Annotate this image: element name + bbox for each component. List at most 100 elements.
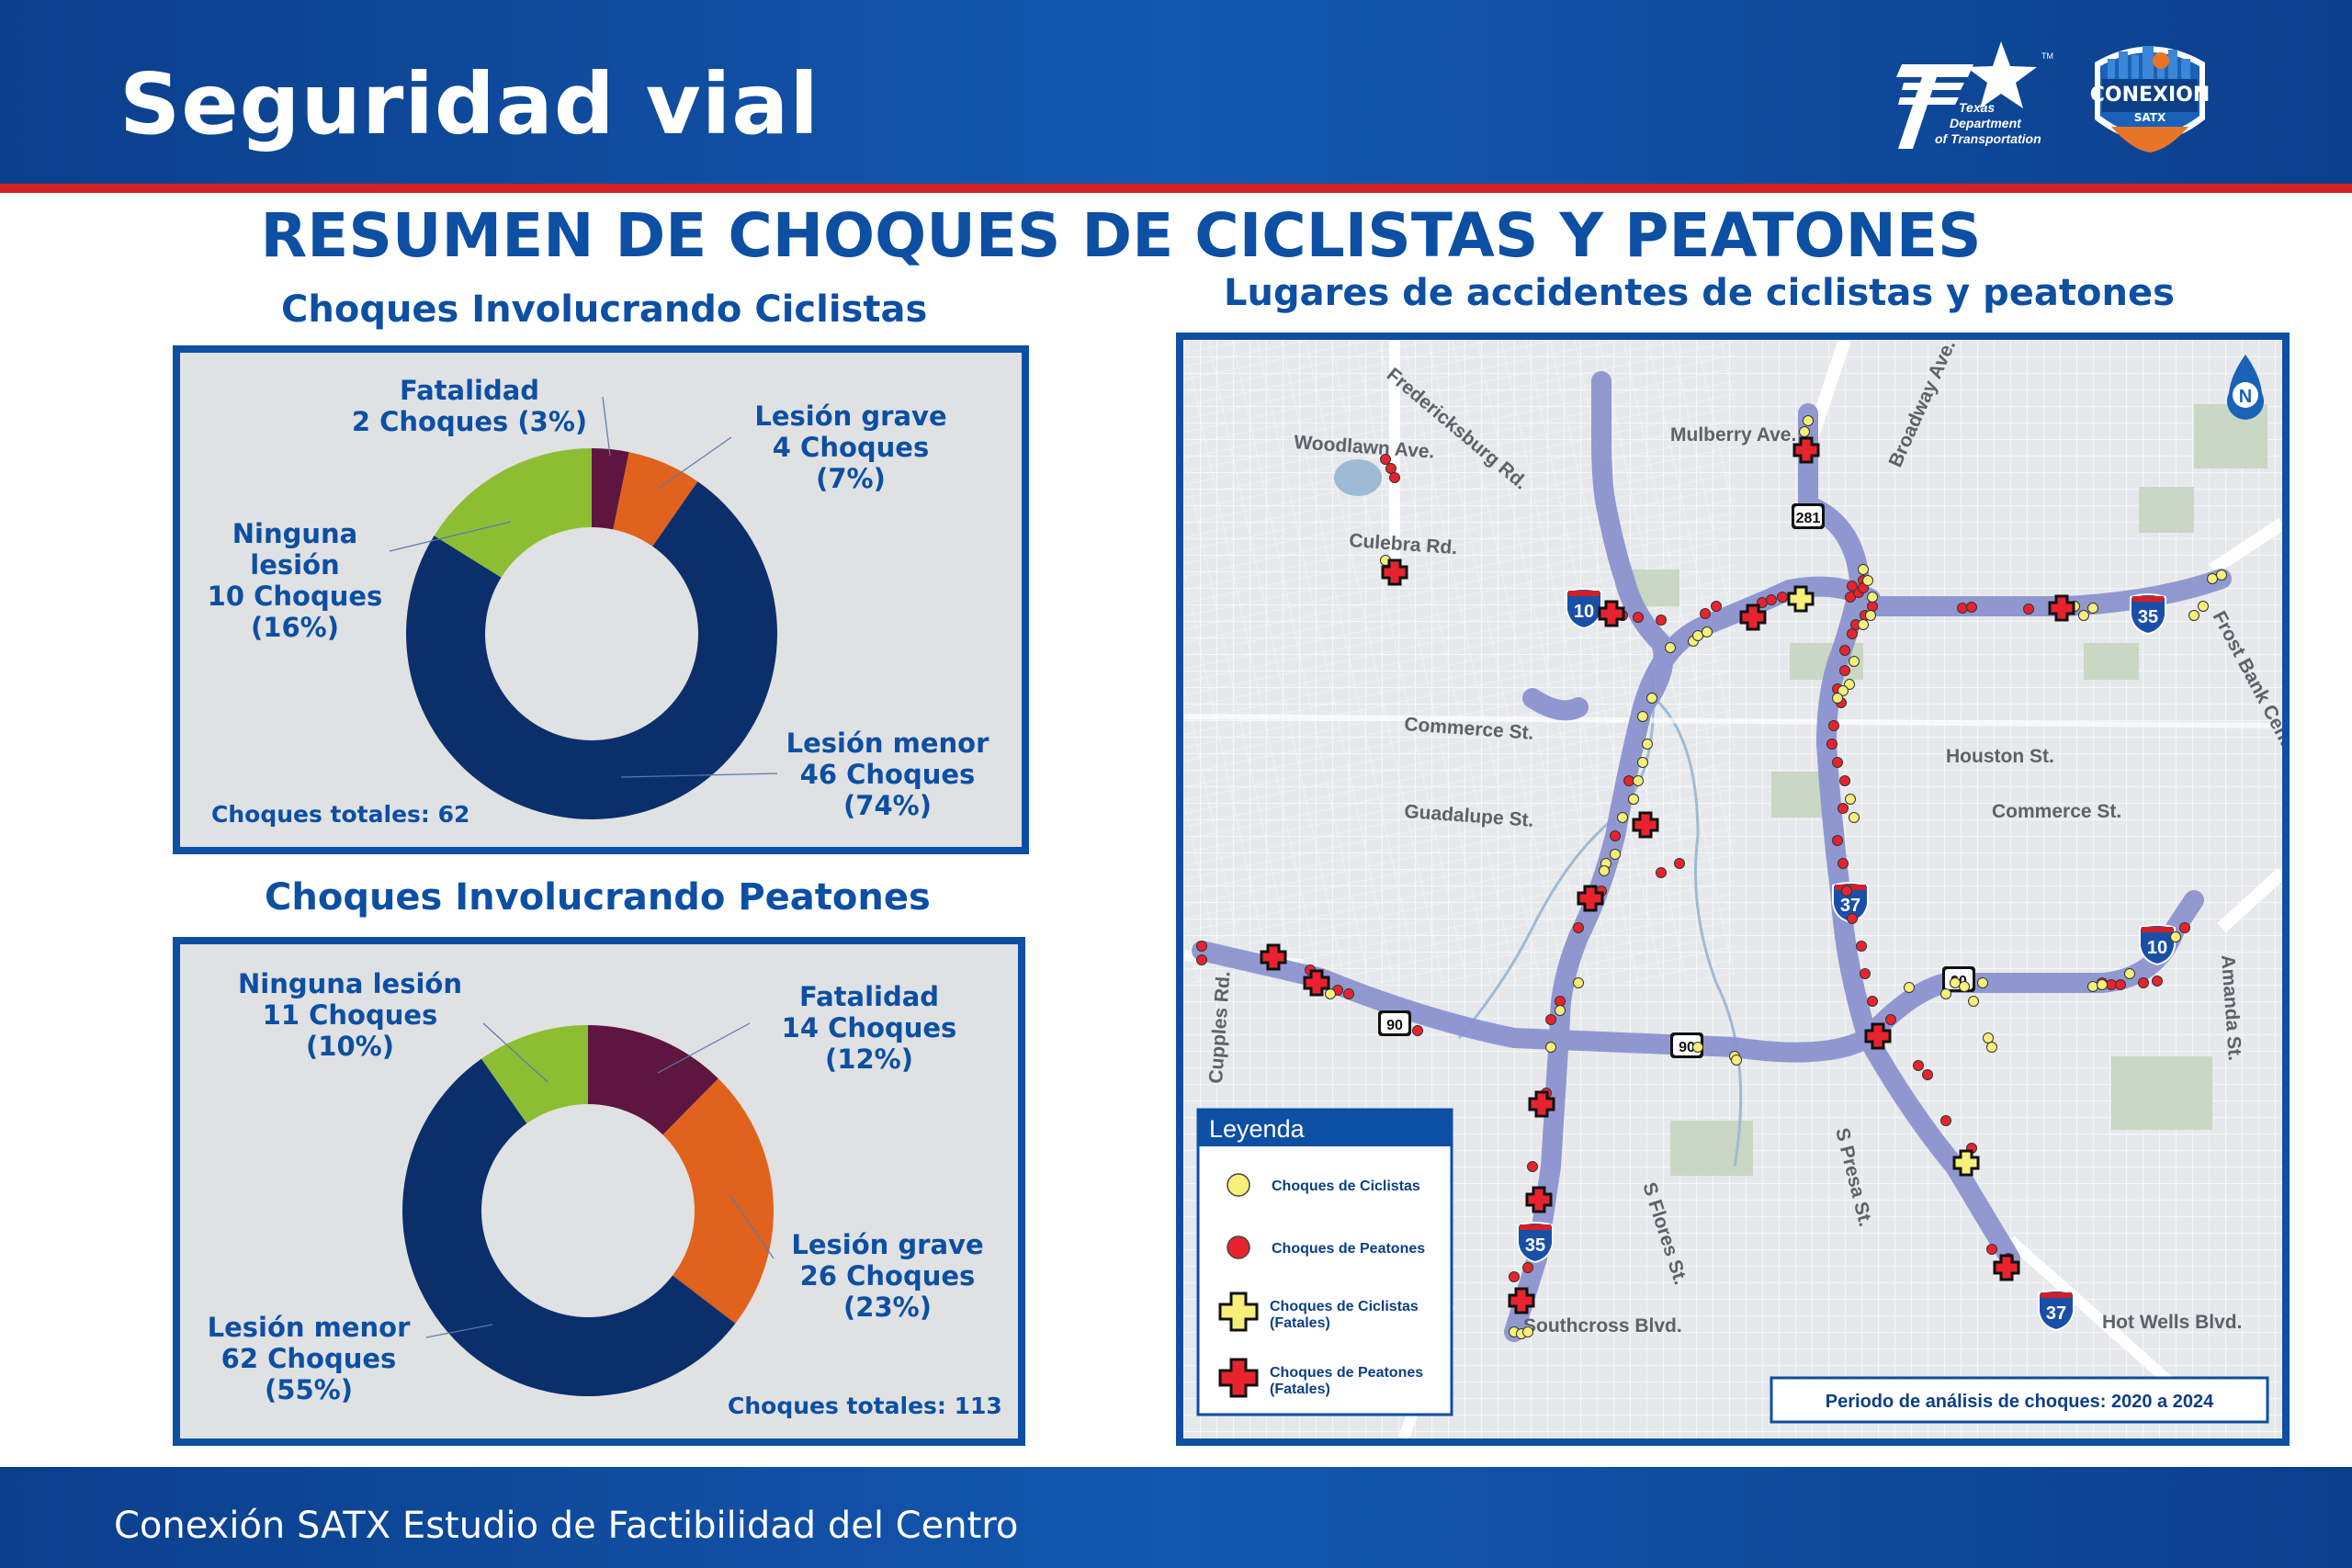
- cyclist-crash-marker[interactable]: [2124, 968, 2135, 979]
- pedestrian-fatal-marker[interactable]: [1598, 600, 1625, 627]
- pedestrian-fatal-marker[interactable]: [1577, 885, 1604, 912]
- pedestrian-fatal-marker[interactable]: [1632, 811, 1659, 839]
- cyclist-crash-marker[interactable]: [1959, 981, 1970, 992]
- pedestrian-crash-marker[interactable]: [1847, 628, 1858, 639]
- pedestrian-crash-marker[interactable]: [1966, 602, 1977, 613]
- cyclist-fatal-marker[interactable]: [1787, 585, 1815, 613]
- pedestrian-crash-marker[interactable]: [1957, 603, 1968, 614]
- pedestrian-crash-marker[interactable]: [1674, 858, 1685, 869]
- cyclist-crash-marker[interactable]: [2078, 610, 2089, 621]
- pedestrian-crash-marker[interactable]: [1867, 996, 1878, 1007]
- pedestrian-crash-marker[interactable]: [1610, 830, 1621, 841]
- pedestrian-crash-marker[interactable]: [1389, 472, 1400, 483]
- pedestrian-crash-marker[interactable]: [1841, 886, 1852, 897]
- cyclist-crash-marker[interactable]: [1599, 865, 1610, 876]
- pedestrian-crash-marker[interactable]: [1573, 922, 1584, 933]
- pedestrian-crash-marker[interactable]: [2106, 979, 2117, 990]
- cyclist-fatal-marker[interactable]: [1952, 1149, 1980, 1177]
- cyclist-crash-marker[interactable]: [1692, 630, 1703, 641]
- cyclist-crash-marker[interactable]: [2097, 979, 2108, 990]
- pedestrian-crash-marker[interactable]: [1839, 645, 1850, 656]
- cyclist-crash-marker[interactable]: [1692, 1042, 1703, 1053]
- crash-map[interactable]: Fredericksburg Rd. Woodlawn Ave. Mulberr…: [1176, 333, 2290, 1446]
- cyclist-crash-marker[interactable]: [1799, 426, 1810, 437]
- cyclist-crash-marker[interactable]: [2198, 601, 2209, 612]
- cyclist-crash-marker[interactable]: [1642, 739, 1653, 750]
- cyclist-crash-marker[interactable]: [1983, 1032, 1994, 1043]
- pedestrian-crash-marker[interactable]: [1766, 594, 1777, 605]
- cyclist-crash-marker[interactable]: [1637, 757, 1648, 768]
- map-canvas[interactable]: Fredericksburg Rd. Woodlawn Ave. Mulberr…: [1183, 340, 2282, 1438]
- cyclist-crash-marker[interactable]: [1838, 685, 1849, 696]
- pedestrian-crash-marker[interactable]: [1555, 996, 1566, 1007]
- pedestrian-crash-marker[interactable]: [1343, 988, 1354, 999]
- pedestrian-crash-marker[interactable]: [2115, 979, 2126, 990]
- cyclist-crash-marker[interactable]: [2216, 570, 2227, 581]
- cyclist-crash-marker[interactable]: [1940, 988, 1951, 999]
- cyclist-crash-marker[interactable]: [1858, 619, 1869, 630]
- pedestrian-crash-marker[interactable]: [1845, 592, 1856, 603]
- cyclist-crash-marker[interactable]: [1573, 977, 1584, 988]
- pedestrian-crash-marker[interactable]: [1633, 612, 1644, 623]
- pedestrian-fatal-marker[interactable]: [1739, 604, 1767, 631]
- pedestrian-crash-marker[interactable]: [1839, 665, 1850, 676]
- pedestrian-crash-marker[interactable]: [1545, 1014, 1556, 1025]
- pedestrian-crash-marker[interactable]: [1940, 1115, 1951, 1126]
- pedestrian-crash-marker[interactable]: [1711, 601, 1722, 612]
- pedestrian-crash-marker[interactable]: [1385, 463, 1396, 474]
- cyclist-crash-marker[interactable]: [1904, 982, 1915, 993]
- cyclist-crash-marker[interactable]: [1849, 656, 1860, 667]
- cyclist-crash-marker[interactable]: [1867, 592, 1878, 603]
- cyclist-crash-marker[interactable]: [1628, 794, 1639, 805]
- pedestrian-crash-marker[interactable]: [1656, 867, 1667, 878]
- pedestrian-fatal-marker[interactable]: [1381, 558, 1408, 586]
- pedestrian-fatal-marker[interactable]: [1864, 1022, 1892, 1050]
- cyclist-crash-marker[interactable]: [1633, 775, 1644, 786]
- pedestrian-fatal-marker[interactable]: [1525, 1186, 1553, 1213]
- pedestrian-crash-marker[interactable]: [2152, 976, 2163, 987]
- cyclist-crash-marker[interactable]: [1731, 1055, 1742, 1066]
- cyclist-crash-marker[interactable]: [1968, 996, 1979, 1007]
- cyclist-crash-marker[interactable]: [1325, 988, 1336, 999]
- pedestrian-crash-marker[interactable]: [1922, 1069, 1933, 1080]
- pedestrian-crash-marker[interactable]: [1867, 601, 1878, 612]
- pedestrian-crash-marker[interactable]: [1656, 615, 1667, 626]
- cyclist-crash-marker[interactable]: [1849, 812, 1860, 823]
- cyclist-crash-marker[interactable]: [2188, 610, 2199, 621]
- pedestrian-fatal-marker[interactable]: [1528, 1090, 1555, 1118]
- cyclist-crash-marker[interactable]: [1865, 610, 1876, 621]
- cyclist-crash-marker[interactable]: [2207, 573, 2218, 584]
- pedestrian-crash-marker[interactable]: [1986, 1244, 1997, 1255]
- pedestrian-crash-marker[interactable]: [1700, 608, 1711, 619]
- pedestrian-fatal-marker[interactable]: [1508, 1287, 1535, 1314]
- pedestrian-crash-marker[interactable]: [1839, 775, 1850, 786]
- cyclist-crash-marker[interactable]: [1858, 564, 1869, 575]
- cyclist-crash-marker[interactable]: [2170, 931, 2181, 942]
- pedestrian-crash-marker[interactable]: [1196, 954, 1207, 965]
- pedestrian-fatal-marker[interactable]: [2048, 594, 2075, 622]
- pedestrian-crash-marker[interactable]: [1913, 1060, 1924, 1071]
- cyclist-crash-marker[interactable]: [1950, 977, 1961, 988]
- pedestrian-crash-marker[interactable]: [2179, 922, 2190, 933]
- pedestrian-crash-marker[interactable]: [1196, 941, 1207, 952]
- pedestrian-fatal-marker[interactable]: [1260, 943, 1287, 971]
- cyclist-crash-marker[interactable]: [1986, 1042, 1997, 1053]
- cyclist-crash-marker[interactable]: [1617, 812, 1628, 823]
- cyclist-crash-marker[interactable]: [1646, 693, 1657, 704]
- cyclist-crash-marker[interactable]: [1845, 794, 1856, 805]
- pedestrian-crash-marker[interactable]: [1832, 835, 1843, 846]
- pedestrian-crash-marker[interactable]: [1623, 775, 1634, 786]
- pedestrian-crash-marker[interactable]: [1380, 454, 1391, 465]
- pedestrian-crash-marker[interactable]: [1860, 968, 1871, 979]
- pedestrian-crash-marker[interactable]: [2023, 604, 2034, 615]
- cyclist-crash-marker[interactable]: [1977, 977, 1988, 988]
- pedestrian-crash-marker[interactable]: [1412, 1025, 1423, 1036]
- cyclist-crash-marker[interactable]: [1665, 642, 1676, 653]
- cyclist-crash-marker[interactable]: [1862, 575, 1873, 586]
- pedestrian-crash-marker[interactable]: [1847, 581, 1858, 592]
- cyclist-crash-marker[interactable]: [1637, 711, 1648, 722]
- pedestrian-crash-marker[interactable]: [1527, 1161, 1538, 1172]
- pedestrian-crash-marker[interactable]: [2138, 977, 2149, 988]
- pedestrian-crash-marker[interactable]: [1509, 1271, 1520, 1282]
- cyclist-crash-marker[interactable]: [1545, 1042, 1556, 1053]
